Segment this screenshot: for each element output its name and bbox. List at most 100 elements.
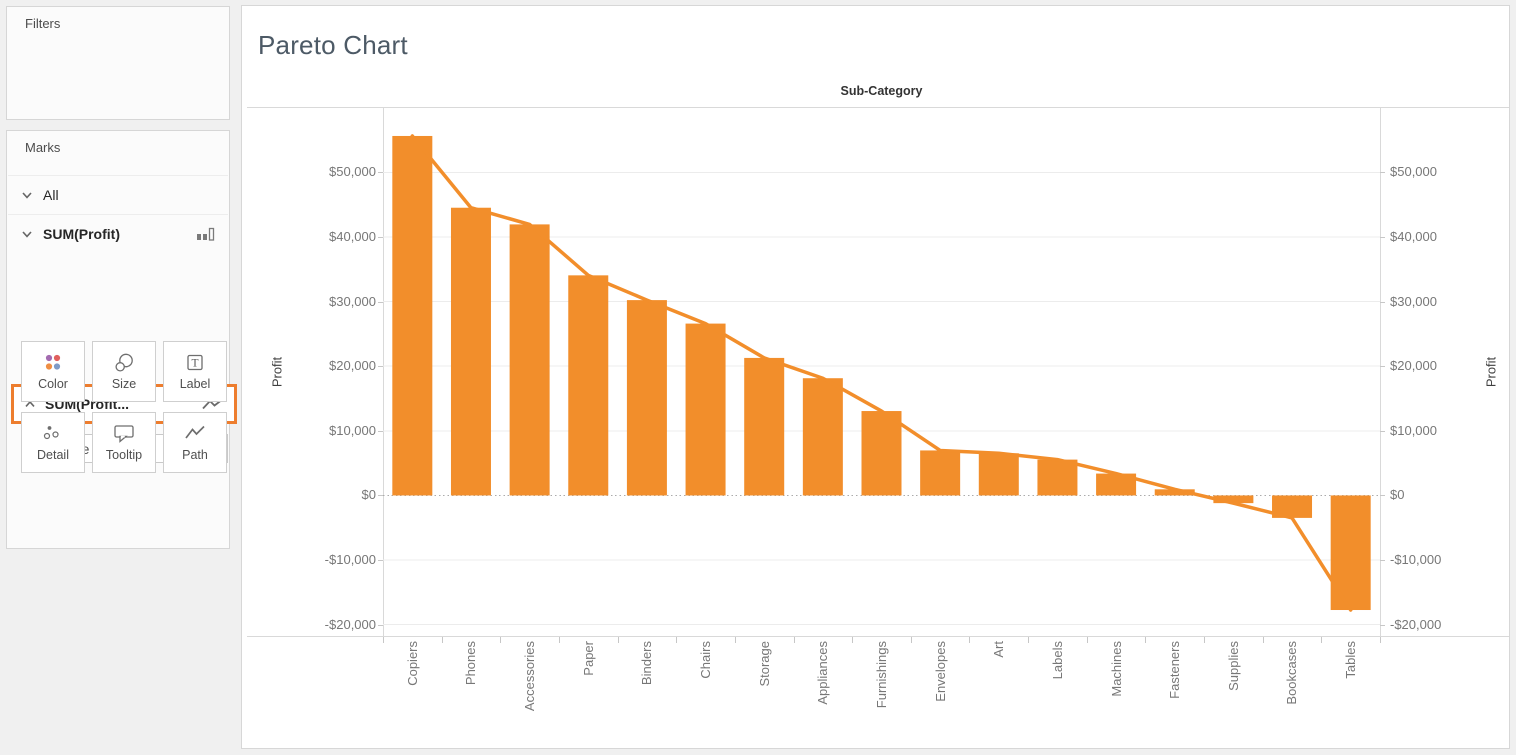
bottom-axis-line xyxy=(247,636,1509,637)
bar-appliances[interactable] xyxy=(802,378,843,496)
bar-phones[interactable] xyxy=(450,207,491,496)
bar-copiers[interactable] xyxy=(392,135,433,496)
bar-chart-mark-icon xyxy=(197,227,215,241)
label-icon: T xyxy=(187,354,203,371)
category-cell: Envelopes xyxy=(911,641,970,753)
path-icon xyxy=(185,425,205,439)
category-label[interactable]: Labels xyxy=(1049,641,1065,680)
filters-panel-title: Filters xyxy=(25,16,61,31)
bar-chairs[interactable] xyxy=(685,323,726,496)
column-header-sub-category: Sub-Category xyxy=(840,84,923,98)
bar-envelopes[interactable] xyxy=(920,450,961,496)
y-tick-label-right: -$10,000 xyxy=(1390,552,1442,568)
category-cell: Machines xyxy=(1087,641,1146,753)
tooltip-icon xyxy=(114,425,134,443)
bar-fasteners[interactable] xyxy=(1154,489,1195,496)
category-label[interactable]: Appliances xyxy=(815,641,831,705)
category-label[interactable]: Storage xyxy=(756,641,772,687)
y-tick-label-left: -$10,000 xyxy=(324,552,376,568)
size-icon xyxy=(115,353,133,372)
bar-paper[interactable] xyxy=(568,275,609,496)
svg-text:T: T xyxy=(191,358,198,370)
chevron-down-icon xyxy=(22,192,32,199)
category-label[interactable]: Furnishings xyxy=(873,641,889,709)
size-button[interactable]: Size xyxy=(92,341,156,402)
category-cell: Chairs xyxy=(676,641,735,753)
tooltip-button-label: Tooltip xyxy=(105,448,143,462)
marks-card-sum-profit-label: SUM(Profit) xyxy=(43,226,120,242)
y-tick-label-right: $20,000 xyxy=(1390,358,1437,374)
category-cell: Phones xyxy=(442,641,501,753)
bar-accessories[interactable] xyxy=(509,224,550,496)
category-label[interactable]: Machines xyxy=(1108,641,1124,697)
bar-supplies[interactable] xyxy=(1213,495,1254,504)
bar-tables[interactable] xyxy=(1330,495,1371,611)
detail-button[interactable]: Detail xyxy=(21,412,85,473)
line-chart-mark-icon xyxy=(202,398,224,410)
left-axis-line xyxy=(383,107,384,637)
bar-binders[interactable] xyxy=(626,300,667,496)
tooltip-button[interactable]: Tooltip xyxy=(92,412,156,473)
bar-art[interactable] xyxy=(978,453,1019,496)
path-button[interactable]: Path xyxy=(163,412,227,473)
y-tick-label-left: -$20,000 xyxy=(324,616,376,632)
category-axis-labels: Copiers Phones Accessories Paper Binders Chai… xyxy=(383,641,1380,753)
path-button-label: Path xyxy=(182,448,208,462)
category-cell: Labels xyxy=(1028,641,1087,753)
y-tick-label-right: $30,000 xyxy=(1390,293,1437,309)
size-button-label: Size xyxy=(111,377,137,391)
marks-card-all-label: All xyxy=(43,187,59,203)
category-label[interactable]: Envelopes xyxy=(932,641,948,702)
category-cell: Paper xyxy=(559,641,618,753)
marks-card-all[interactable]: All xyxy=(8,175,228,214)
bar-machines[interactable] xyxy=(1096,473,1137,496)
category-label[interactable]: Chairs xyxy=(698,641,714,679)
category-label[interactable]: Copiers xyxy=(404,641,420,686)
category-cell: Tables xyxy=(1321,641,1380,753)
y-tick-label-left: $0 xyxy=(361,487,376,503)
chevron-down-icon xyxy=(22,231,32,238)
category-cell: Accessories xyxy=(500,641,559,753)
label-button-label: Label xyxy=(179,377,211,391)
y-tick-label-left: $30,000 xyxy=(329,293,376,309)
pareto-profit-line[interactable] xyxy=(410,134,1353,612)
bar-bookcases[interactable] xyxy=(1272,495,1313,518)
bar-labels[interactable] xyxy=(1037,459,1078,496)
category-label[interactable]: Phones xyxy=(463,641,479,686)
category-cell: Supplies xyxy=(1204,641,1263,753)
category-cell: Appliances xyxy=(793,641,852,753)
category-cell: Copiers xyxy=(383,641,442,753)
marks-panel-title: Marks xyxy=(25,140,61,155)
marks-card-sum-profit-bar[interactable]: SUM(Profit) xyxy=(8,214,228,253)
plot-pane[interactable] xyxy=(378,107,1385,649)
category-label[interactable]: Binders xyxy=(639,641,655,686)
category-label[interactable]: Art xyxy=(991,641,1007,658)
category-label[interactable]: Fasteners xyxy=(1167,641,1183,699)
category-cell: Art xyxy=(969,641,1028,753)
color-icon xyxy=(45,354,61,370)
category-label[interactable]: Bookcases xyxy=(1284,641,1300,705)
bar-storage[interactable] xyxy=(744,357,785,496)
color-button-label: Color xyxy=(38,377,68,391)
category-label[interactable]: Supplies xyxy=(1225,641,1241,691)
y-tick-label-right: $10,000 xyxy=(1390,422,1437,438)
y-tick-label-right: $50,000 xyxy=(1390,164,1437,180)
header-divider-line xyxy=(247,107,1509,108)
y-tick-label-left: $20,000 xyxy=(329,358,376,374)
y-tick-label-left: $10,000 xyxy=(329,422,376,438)
y-tick-label-right: -$20,000 xyxy=(1390,616,1442,632)
category-label[interactable]: Accessories xyxy=(522,641,538,712)
category-cell: Bookcases xyxy=(1263,641,1322,753)
detail-button-label: Detail xyxy=(37,448,69,462)
worksheet-title: Pareto Chart xyxy=(258,30,408,60)
color-button[interactable]: Color xyxy=(21,341,85,402)
category-label[interactable]: Paper xyxy=(580,641,596,676)
category-cell: Storage xyxy=(735,641,794,753)
bar-furnishings[interactable] xyxy=(861,411,902,496)
y-tick-label-right: $40,000 xyxy=(1390,228,1437,244)
label-button[interactable]: T Label xyxy=(163,341,227,402)
marks-panel: Marks All SUM(Profit) SUM(Pro xyxy=(6,130,237,549)
category-cell: Binders xyxy=(618,641,677,753)
category-label[interactable]: Tables xyxy=(1343,641,1359,679)
